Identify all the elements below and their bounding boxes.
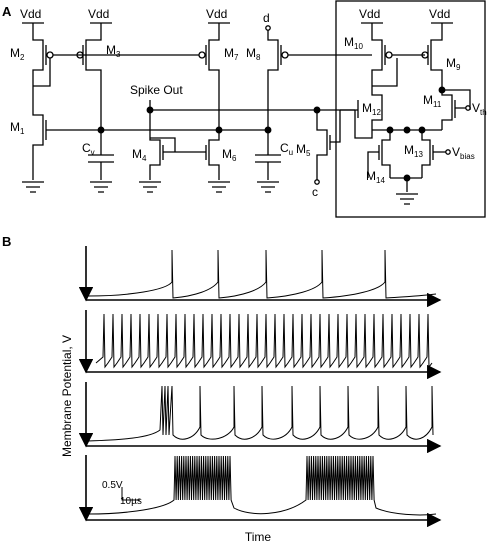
transistor-m9	[421, 23, 443, 90]
transistor-m4	[149, 130, 190, 180]
label-m9: M9	[446, 56, 461, 72]
label-m4: M4	[132, 147, 147, 163]
trace-3-line	[87, 385, 434, 442]
label-cv: Cv	[82, 141, 95, 157]
label-vth: Vth	[472, 101, 487, 117]
trace-2-line	[95, 313, 433, 369]
axes-trace-3	[86, 382, 440, 446]
transistor-m11	[441, 90, 471, 130]
transistor-m10	[371, 23, 425, 90]
c-label: c	[312, 185, 318, 199]
axes-trace-2	[86, 310, 440, 372]
axes	[86, 246, 440, 520]
axes-trace-4	[86, 455, 440, 520]
label-m14: M14	[366, 169, 385, 185]
panel-b-label: B	[2, 234, 11, 249]
label-m11: M11	[423, 93, 442, 109]
label-vbias: Vbias	[452, 145, 475, 161]
x-axis-label: Time	[245, 530, 272, 544]
label-m1: M1	[10, 120, 25, 136]
panel-a-label: A	[2, 4, 12, 19]
capacitor-cu	[255, 130, 281, 180]
ground-symbols	[22, 181, 418, 205]
transistor-m1	[32, 100, 104, 180]
y-axis-label: Membrane Potential, V	[60, 335, 74, 457]
label-m8: M8	[246, 46, 261, 62]
transistor-labels: M2 M3 M1 M7 M8 M4 M6 M5 M10 M9 M12 M11 M…	[10, 35, 487, 185]
transistor-m2	[32, 23, 80, 100]
panel-b: B Membrane Potential, V Time 0.5V 10µs	[2, 234, 440, 544]
transistor-m8	[265, 25, 372, 130]
transistor-m5	[314, 110, 341, 185]
transistor-m6	[190, 130, 220, 180]
wire-comp-out	[442, 89, 471, 110]
traces	[87, 249, 437, 516]
capacitor-cv	[88, 130, 114, 180]
vdd-label-m10: Vdd	[359, 7, 380, 21]
vdd-label-m9: Vdd	[429, 7, 450, 21]
label-m13: M13	[404, 143, 423, 159]
panel-a: A Vdd Vdd Vdd Vdd Vdd	[2, 0, 487, 218]
transistor-m3	[76, 23, 102, 130]
vdd-label-m7: Vdd	[206, 7, 227, 21]
label-m6: M6	[222, 147, 237, 163]
trace-4-line	[87, 455, 437, 516]
transistor-m13	[421, 130, 451, 178]
label-m5: M5	[296, 142, 311, 158]
transistor-m7	[80, 23, 220, 130]
label-m3: M3	[106, 43, 121, 59]
scale-bar: 0.5V 10µs	[102, 480, 142, 507]
scale-voltage: 0.5V	[102, 480, 123, 491]
axes-trace-1	[86, 246, 440, 300]
vdd-label-m2: Vdd	[20, 7, 41, 21]
comparator-box	[335, 0, 486, 218]
d-label: d	[263, 11, 270, 25]
spike-out-label: Spike Out	[130, 83, 183, 97]
label-m2: M2	[10, 46, 25, 62]
node-tail	[403, 126, 411, 134]
label-cu: Cu	[280, 141, 293, 157]
label-m10: M10	[344, 35, 363, 51]
vdd-label-m3: Vdd	[88, 7, 109, 21]
label-m12: M12	[362, 101, 381, 117]
trace-1-line	[87, 249, 437, 299]
wire-spike-out	[149, 100, 355, 130]
scale-time: 10µs	[120, 496, 142, 507]
wire-feedback	[354, 110, 373, 139]
label-m7: M7	[224, 46, 239, 62]
